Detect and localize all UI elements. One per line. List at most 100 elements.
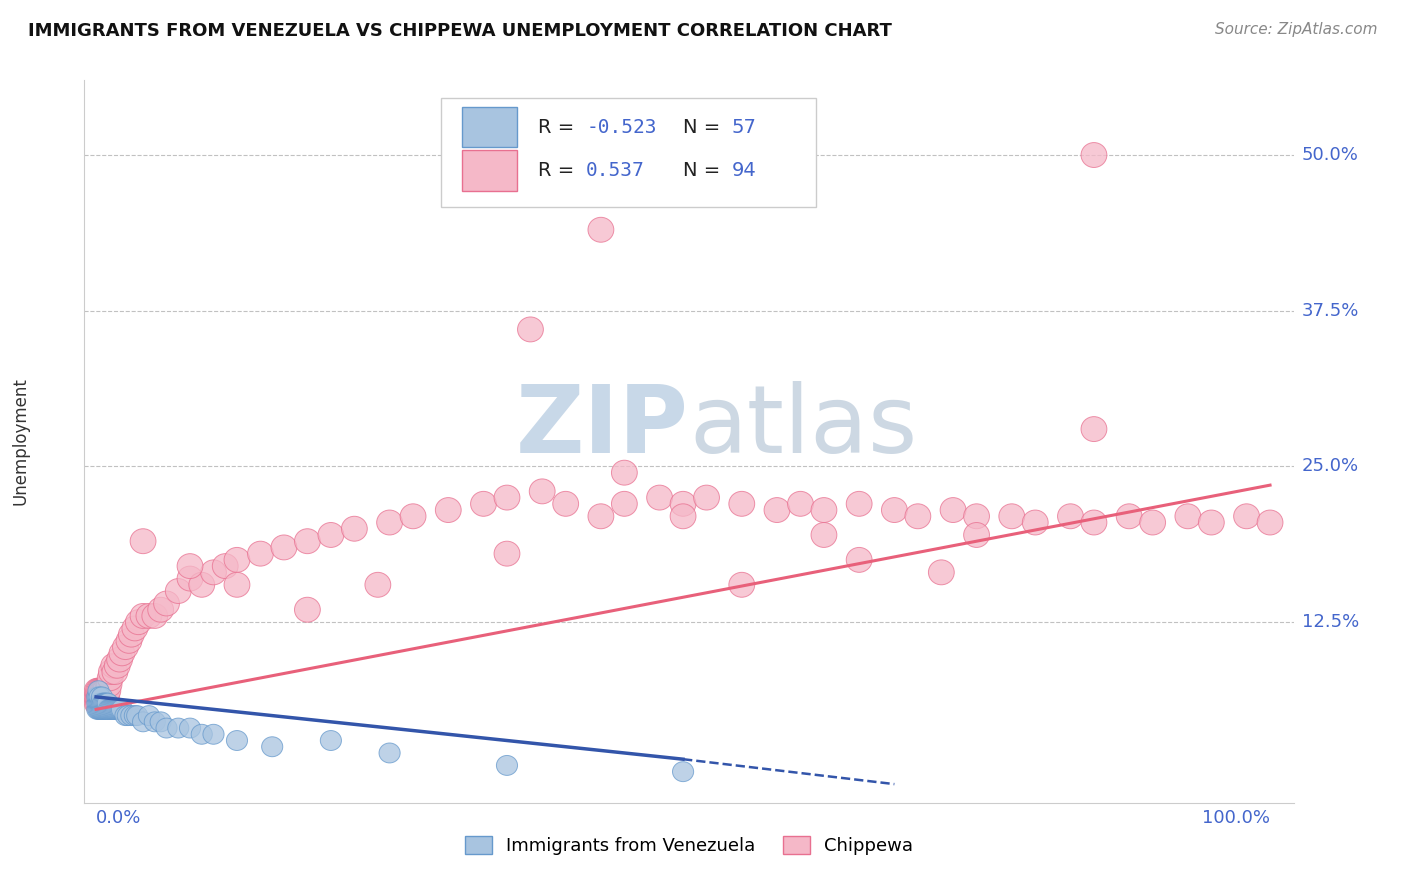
Ellipse shape (112, 634, 138, 659)
Text: N =: N = (683, 161, 727, 180)
Ellipse shape (247, 541, 273, 566)
Ellipse shape (177, 554, 202, 579)
Ellipse shape (86, 684, 111, 709)
Ellipse shape (693, 485, 720, 510)
Ellipse shape (763, 498, 790, 523)
Ellipse shape (104, 699, 125, 719)
Ellipse shape (882, 498, 907, 523)
FancyBboxPatch shape (461, 151, 517, 191)
Ellipse shape (294, 598, 321, 623)
Ellipse shape (436, 498, 461, 523)
Ellipse shape (107, 699, 128, 719)
Ellipse shape (93, 699, 114, 719)
Ellipse shape (89, 693, 110, 713)
Ellipse shape (84, 684, 110, 709)
Ellipse shape (118, 623, 145, 647)
Text: 0.537: 0.537 (586, 161, 645, 180)
Ellipse shape (148, 598, 173, 623)
Text: ZIP: ZIP (516, 381, 689, 473)
Ellipse shape (202, 724, 224, 744)
Text: 57: 57 (731, 118, 756, 136)
Ellipse shape (91, 687, 112, 706)
Ellipse shape (115, 706, 136, 725)
Ellipse shape (262, 737, 283, 756)
Ellipse shape (108, 699, 129, 719)
Ellipse shape (342, 516, 367, 541)
Ellipse shape (963, 504, 990, 529)
Ellipse shape (811, 523, 837, 548)
Ellipse shape (553, 491, 579, 516)
Ellipse shape (121, 706, 142, 725)
Ellipse shape (496, 756, 517, 775)
Ellipse shape (117, 706, 138, 725)
Ellipse shape (928, 560, 955, 585)
Ellipse shape (91, 693, 112, 713)
Ellipse shape (318, 523, 344, 548)
Ellipse shape (90, 699, 111, 719)
Ellipse shape (91, 699, 112, 719)
Ellipse shape (103, 699, 124, 719)
Ellipse shape (224, 573, 250, 598)
Ellipse shape (177, 566, 202, 591)
Ellipse shape (401, 504, 426, 529)
Ellipse shape (131, 604, 156, 628)
Ellipse shape (494, 541, 520, 566)
Ellipse shape (1198, 510, 1225, 535)
Ellipse shape (90, 678, 117, 703)
Ellipse shape (517, 317, 543, 342)
Ellipse shape (142, 604, 167, 628)
Ellipse shape (647, 485, 672, 510)
Ellipse shape (94, 693, 115, 713)
Ellipse shape (201, 560, 226, 585)
Ellipse shape (1175, 504, 1201, 529)
Ellipse shape (125, 610, 152, 634)
Ellipse shape (96, 672, 122, 697)
Ellipse shape (905, 504, 931, 529)
Ellipse shape (90, 684, 117, 709)
Ellipse shape (84, 690, 110, 715)
Ellipse shape (136, 604, 162, 628)
Ellipse shape (103, 659, 128, 684)
Ellipse shape (366, 573, 391, 598)
Text: 37.5%: 37.5% (1302, 301, 1360, 319)
Ellipse shape (321, 731, 342, 750)
Ellipse shape (124, 706, 145, 725)
Ellipse shape (963, 523, 990, 548)
Ellipse shape (188, 573, 215, 598)
Text: 0.0%: 0.0% (96, 809, 142, 827)
Ellipse shape (156, 718, 177, 738)
Ellipse shape (167, 718, 188, 738)
Ellipse shape (138, 706, 159, 725)
Ellipse shape (111, 699, 132, 719)
Ellipse shape (1257, 510, 1282, 535)
Text: Source: ZipAtlas.com: Source: ZipAtlas.com (1215, 22, 1378, 37)
Text: 25.0%: 25.0% (1302, 458, 1360, 475)
Ellipse shape (224, 548, 250, 573)
Ellipse shape (97, 693, 118, 713)
Ellipse shape (89, 699, 110, 719)
Ellipse shape (377, 510, 402, 535)
Ellipse shape (90, 693, 111, 713)
Ellipse shape (91, 678, 117, 703)
Ellipse shape (180, 718, 201, 738)
Ellipse shape (846, 491, 872, 516)
Ellipse shape (86, 690, 111, 715)
Ellipse shape (87, 678, 112, 703)
Ellipse shape (271, 535, 297, 560)
Text: 50.0%: 50.0% (1302, 146, 1358, 164)
Text: 100.0%: 100.0% (1202, 809, 1270, 827)
Ellipse shape (166, 579, 191, 604)
Text: 12.5%: 12.5% (1302, 613, 1360, 632)
Ellipse shape (728, 491, 755, 516)
Ellipse shape (89, 678, 114, 703)
Ellipse shape (1081, 510, 1107, 535)
Ellipse shape (471, 491, 496, 516)
Ellipse shape (87, 699, 108, 719)
Ellipse shape (846, 548, 872, 573)
Ellipse shape (84, 678, 110, 703)
Ellipse shape (97, 665, 124, 690)
Ellipse shape (96, 693, 117, 713)
Ellipse shape (1022, 510, 1047, 535)
Ellipse shape (588, 218, 614, 243)
Ellipse shape (97, 699, 118, 719)
